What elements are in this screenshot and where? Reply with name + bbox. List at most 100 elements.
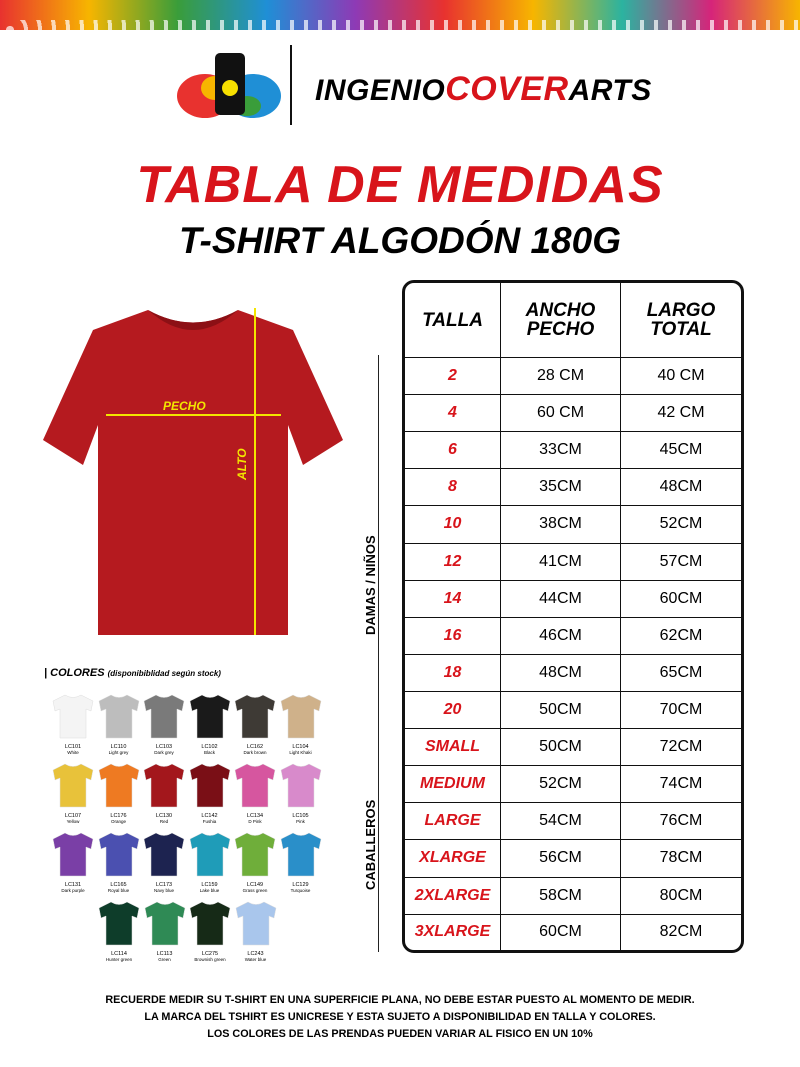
color-swatch: LC110 Light grey bbox=[96, 693, 142, 755]
kids-bracket bbox=[378, 355, 388, 725]
size-cell: XLARGE bbox=[405, 840, 501, 878]
color-code: LC104 bbox=[292, 744, 309, 750]
total-length-cell: 48CM bbox=[621, 469, 741, 507]
chest-width-cell: 44CM bbox=[501, 580, 621, 618]
header-ancho: ANCHO PECHO bbox=[501, 283, 621, 358]
color-name: Pink bbox=[296, 819, 305, 824]
color-name: Dark brown bbox=[243, 750, 267, 755]
tshirt-icon bbox=[189, 763, 230, 808]
total-length-cell: 72CM bbox=[621, 729, 741, 767]
color-name: Royal blue bbox=[107, 888, 130, 893]
tshirt-icon bbox=[52, 832, 94, 877]
table-row: 8 35CM 48CM bbox=[405, 469, 741, 507]
color-name: Water blue bbox=[244, 957, 267, 962]
color-name: Green bbox=[158, 957, 171, 962]
table-row: XLARGE 56CM 78CM bbox=[405, 840, 741, 878]
color-name: Turquoise bbox=[290, 888, 311, 893]
color-code: LC162 bbox=[246, 744, 264, 750]
brand-logo bbox=[177, 53, 281, 118]
size-cell: 16 bbox=[405, 617, 501, 655]
color-swatch: LC162 Dark brown bbox=[232, 693, 278, 755]
table-row: 12 41CM 57CM bbox=[405, 543, 741, 581]
size-cell: 8 bbox=[405, 469, 501, 507]
size-cell: 2 bbox=[405, 358, 501, 396]
color-swatch: LC129 Turquoise bbox=[278, 831, 324, 893]
table-row: 6 33CM 45CM bbox=[405, 432, 741, 470]
total-length-cell: 62CM bbox=[621, 618, 741, 655]
header-talla: TALLA bbox=[405, 283, 501, 358]
chest-width-cell: 60 CM bbox=[501, 395, 621, 433]
footer-line: LOS COLORES DE LAS PRENDAS PUEDEN VARIAR… bbox=[207, 1028, 593, 1040]
chest-width-cell: 58CM bbox=[501, 877, 621, 915]
size-cell: 14 bbox=[405, 580, 501, 618]
total-length-cell: 78CM bbox=[621, 840, 741, 878]
color-swatch: LC104 Light Khaki bbox=[278, 693, 324, 755]
color-swatch: LC105 Pink bbox=[278, 762, 324, 824]
total-length-cell: 65CM bbox=[621, 655, 741, 692]
logo-divider bbox=[290, 45, 292, 125]
tshirt-icon bbox=[52, 763, 94, 808]
color-name: Dark purple bbox=[61, 888, 85, 893]
group-label-kids: DAMAS / NIÑOS bbox=[363, 535, 378, 635]
chest-width-cell: 50CM bbox=[501, 729, 621, 767]
color-code: LC131 bbox=[64, 882, 82, 888]
color-name: Orange bbox=[110, 819, 126, 824]
chest-width-cell: 48CM bbox=[501, 654, 621, 692]
color-swatch: LC130 Red bbox=[141, 762, 187, 824]
tshirt-icon bbox=[280, 763, 321, 808]
color-code: LC243 bbox=[247, 951, 264, 957]
men-bracket bbox=[378, 725, 388, 952]
color-code: LC130 bbox=[155, 813, 173, 819]
colors-note: (disponibiblidad según stock) bbox=[107, 669, 221, 678]
table-row: SMALL 50CM 72CM bbox=[405, 729, 741, 767]
alto-label: ALTO bbox=[235, 448, 249, 481]
chest-width-cell: 52CM bbox=[501, 766, 621, 804]
color-name: Black bbox=[203, 750, 215, 755]
color-code: LC103 bbox=[155, 744, 173, 750]
tshirt-icon bbox=[235, 901, 276, 946]
color-code: LC173 bbox=[155, 882, 173, 888]
size-cell: MEDIUM bbox=[405, 766, 501, 804]
tshirt-icon bbox=[189, 901, 231, 946]
tshirt-icon bbox=[234, 694, 276, 739]
total-length-cell: 70CM bbox=[621, 692, 741, 730]
color-swatch: LC142 Fushia bbox=[187, 762, 233, 824]
color-name: Lake blue bbox=[199, 888, 220, 893]
size-cell: SMALL bbox=[405, 729, 501, 767]
total-length-cell: 57CM bbox=[621, 544, 741, 581]
color-code: LC113 bbox=[156, 951, 173, 957]
brand-name: INGENIOCOVERARTS bbox=[315, 70, 652, 109]
color-swatch: LC101 White bbox=[50, 693, 96, 755]
size-cell: 10 bbox=[405, 506, 501, 544]
color-name: Dark grey bbox=[154, 750, 174, 755]
table-row: 16 46CM 62CM bbox=[405, 617, 741, 655]
color-swatch: LC176 Orange bbox=[96, 762, 142, 824]
brand-part-3: ARTS bbox=[568, 74, 652, 107]
color-swatch: LC173 Navy blue bbox=[141, 831, 187, 893]
pecho-label: PECHO bbox=[163, 399, 206, 413]
colors-title: | COLORES bbox=[44, 667, 105, 679]
color-code: LC107 bbox=[64, 813, 82, 819]
color-code: LC142 bbox=[201, 813, 218, 819]
table-row: 20 50CM 70CM bbox=[405, 691, 741, 730]
table-row: 4 60 CM 42 CM bbox=[405, 395, 741, 433]
total-length-cell: 40 CM bbox=[621, 358, 741, 396]
chest-width-cell: 60CM bbox=[501, 914, 621, 950]
chest-width-cell: 56CM bbox=[501, 840, 621, 878]
color-name: White bbox=[67, 750, 79, 755]
tshirt-icon bbox=[144, 901, 185, 946]
size-cell: 6 bbox=[405, 432, 501, 470]
color-code: LC101 bbox=[64, 744, 82, 750]
size-cell: 12 bbox=[405, 543, 501, 581]
color-code: LC149 bbox=[246, 882, 264, 888]
tshirt-icon bbox=[98, 694, 139, 739]
footer-notes: RECUERDE MEDIR SU T-SHIRT EN UNA SUPERFI… bbox=[0, 992, 800, 1043]
tshirt-icon bbox=[189, 694, 230, 739]
color-name: Fushia bbox=[202, 819, 217, 824]
header-largo: LARGO TOTAL bbox=[621, 283, 741, 358]
total-length-cell: 45CM bbox=[621, 432, 741, 470]
brand-part-2: COVER bbox=[445, 70, 569, 108]
table-row: LARGE 54CM 76CM bbox=[405, 803, 741, 841]
color-code: LC102 bbox=[201, 744, 218, 750]
table-row: 18 48CM 65CM bbox=[405, 654, 741, 692]
